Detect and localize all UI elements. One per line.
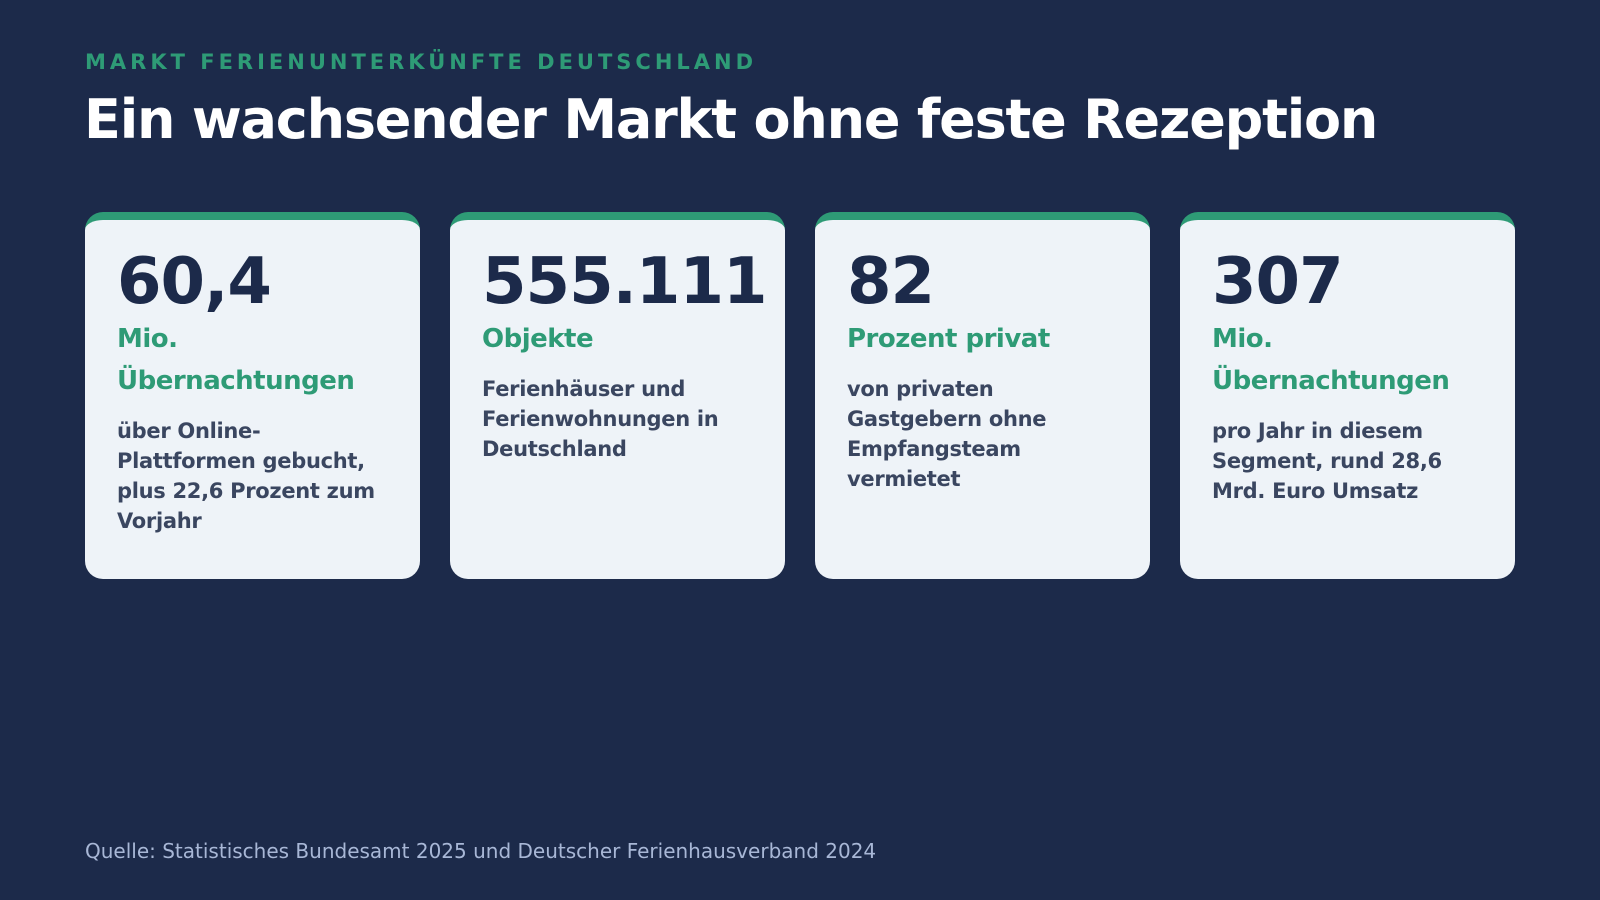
page-title: Ein wachsender Markt ohne feste Rezeptio… <box>84 88 1378 151</box>
stat-value: 82 <box>847 245 935 319</box>
stat-unit: Prozent privat <box>847 324 1050 354</box>
stat-value: 307 <box>1212 245 1344 319</box>
stat-value: 555.111 <box>482 245 768 319</box>
stat-description: Ferienhäuser und Ferienwohnungen in Deut… <box>482 377 719 461</box>
stat-unit: Mio. Übernachtungen <box>1212 324 1450 396</box>
stat-card-online-overnights: 60,4 Mio. Übernachtungen über Online-Pla… <box>85 212 420 579</box>
stat-value: 60,4 <box>117 245 272 319</box>
stat-description: pro Jahr in diesem Segment, rund 28,6 Mr… <box>1212 419 1442 503</box>
stat-card-annual-overnights: 307 Mio. Übernachtungen pro Jahr in dies… <box>1180 212 1515 579</box>
stat-card-private-share: 82 Prozent privat von privaten Gastgeber… <box>815 212 1150 579</box>
stat-unit: Objekte <box>482 324 594 354</box>
source-footnote: Quelle: Statistisches Bundesamt 2025 und… <box>85 839 877 863</box>
stat-description: über Online-Plattformen gebucht, plus 22… <box>117 419 375 533</box>
stats-card-row: 60,4 Mio. Übernachtungen über Online-Pla… <box>85 212 1515 579</box>
stat-description: von privaten Gastgebern ohne Empfangstea… <box>847 377 1047 491</box>
eyebrow-heading: MARKT FERIENUNTERKÜNFTE DEUTSCHLAND <box>85 50 758 74</box>
stat-unit: Mio. Übernachtungen <box>117 324 355 396</box>
stat-card-objects: 555.111 Objekte Ferienhäuser und Ferienw… <box>450 212 785 579</box>
